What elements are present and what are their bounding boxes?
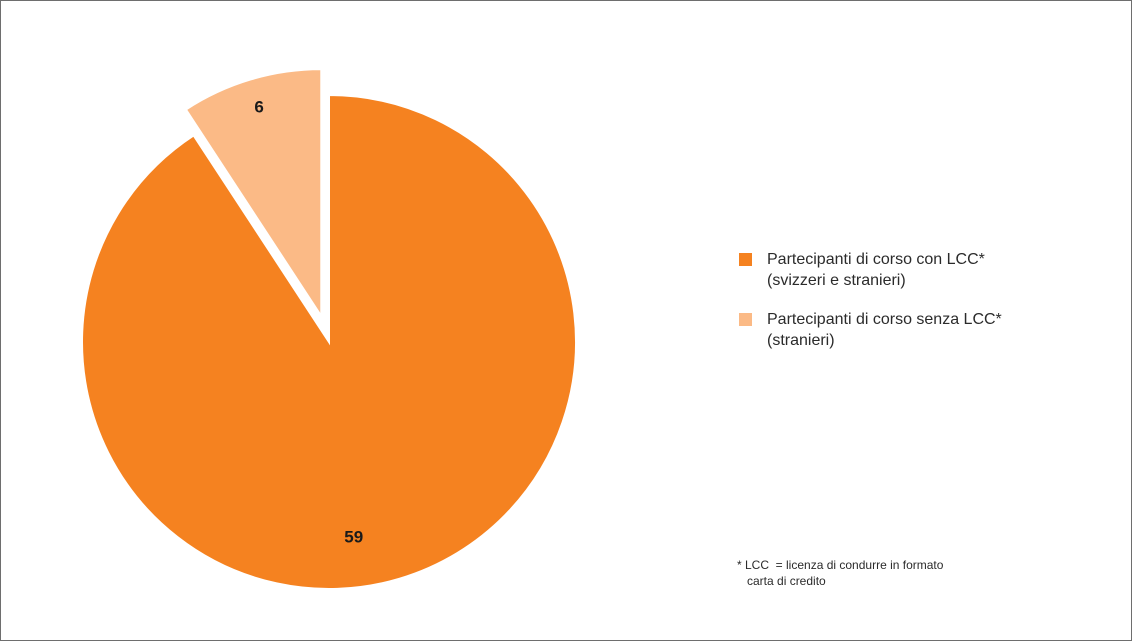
legend-label-with-lcc-line2: (svizzeri e stranieri) bbox=[767, 272, 906, 289]
legend-label-without-lcc-line2: (stranieri) bbox=[767, 332, 835, 349]
footnote-line1: * LCC = licenza di condurre in formato bbox=[737, 558, 944, 572]
pie-label-without-lcc: 6 bbox=[254, 97, 263, 116]
pie-label-with-lcc: 59 bbox=[344, 528, 363, 547]
legend-label-with-lcc-line1: Partecipanti di corso con LCC* bbox=[767, 251, 985, 268]
pie-value-labels: 59 6 bbox=[254, 97, 363, 546]
legend-item-with-lcc: Partecipanti di corso con LCC* (svizzeri… bbox=[739, 249, 1099, 291]
footnote: * LCC = licenza di condurre in formato c… bbox=[737, 557, 943, 589]
legend-label-without-lcc-line1: Partecipanti di corso senza LCC* bbox=[767, 311, 1002, 328]
legend-swatch-without-lcc bbox=[739, 313, 752, 326]
legend-item-without-lcc: Partecipanti di corso senza LCC* (strani… bbox=[739, 309, 1099, 351]
legend: Partecipanti di corso con LCC* (svizzeri… bbox=[739, 249, 1099, 369]
legend-swatch-with-lcc bbox=[739, 253, 752, 266]
footnote-line2: carta di credito bbox=[737, 574, 826, 588]
pie-slice-without-lcc bbox=[184, 68, 323, 320]
pie-slice-with-lcc bbox=[81, 93, 577, 590]
pie-slices bbox=[81, 68, 577, 590]
